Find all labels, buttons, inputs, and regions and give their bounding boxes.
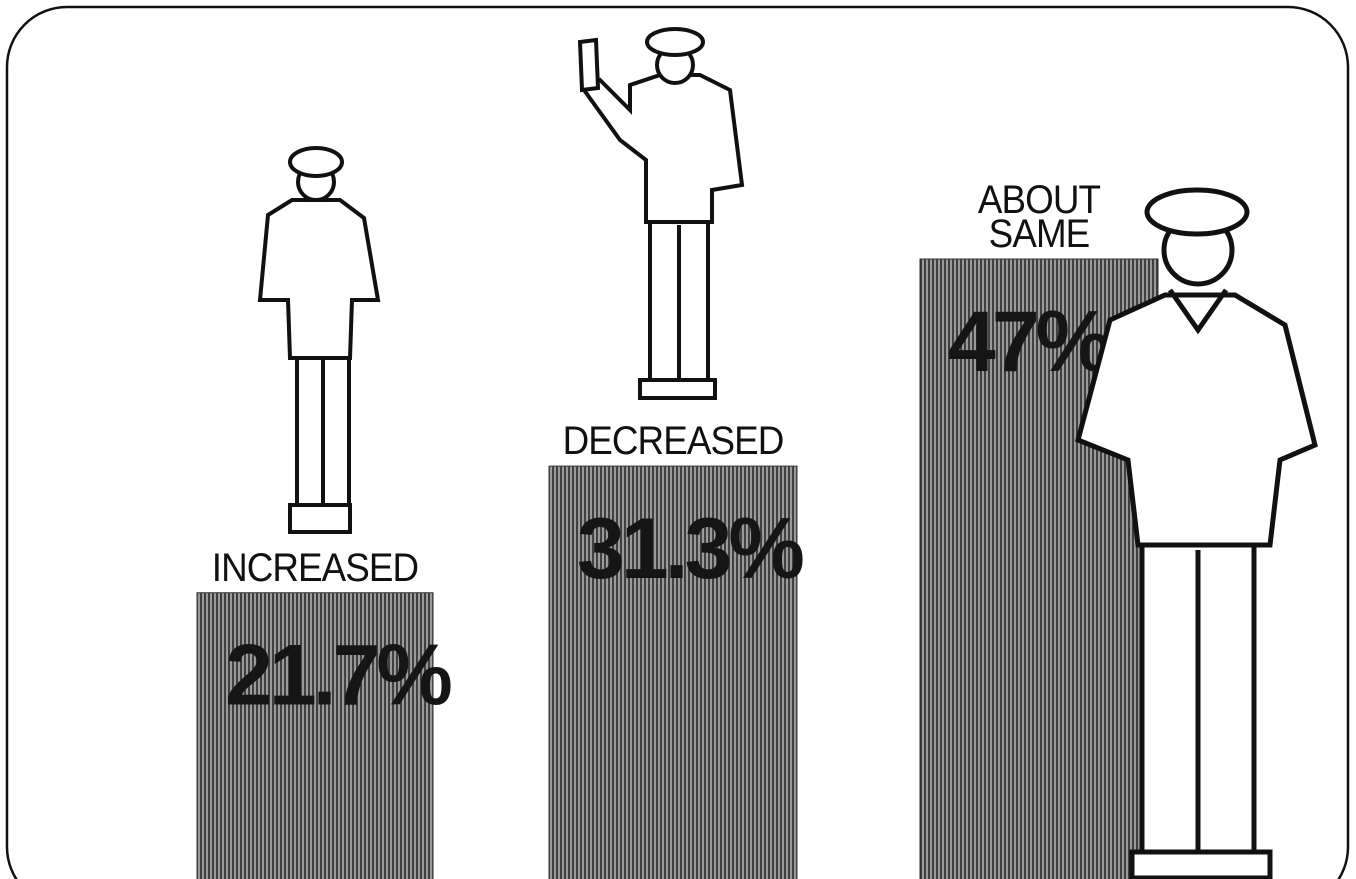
officer-figure [577, 27, 745, 400]
bars: 21.7% 31.3% 47% [196, 258, 1159, 879]
category-label: ABOUT SAME [977, 178, 1101, 256]
bar [196, 592, 434, 879]
category-label: DECREASED [562, 419, 785, 464]
value-label: 21.7% [225, 628, 451, 724]
value-label: 47% [948, 294, 1111, 390]
value-label: 31.3% [577, 501, 803, 597]
category-label: INCREASED [211, 545, 419, 590]
officer-figure [257, 146, 381, 534]
officer-figure [1075, 187, 1318, 879]
frame [5, 5, 1350, 879]
bar [548, 465, 798, 879]
